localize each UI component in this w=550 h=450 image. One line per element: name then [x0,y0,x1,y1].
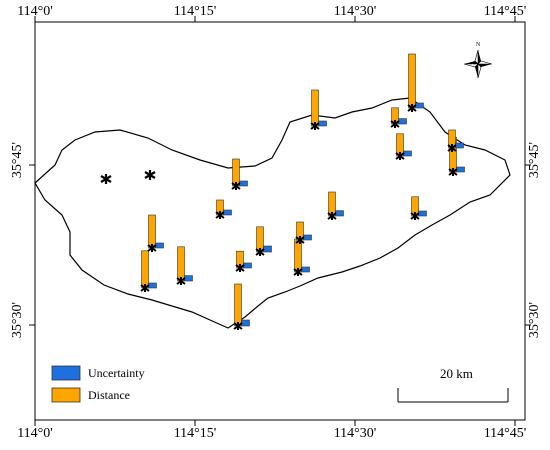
map-frame [34,21,526,421]
coord-right-2: 35°30' [527,302,542,339]
distance-bar [311,89,319,127]
coord-right-1: 35°45' [527,142,542,179]
site-marker [395,152,405,160]
site-marker [410,212,420,220]
site-marker [100,174,112,184]
legend-uncertainty-swatch [51,365,81,381]
distance-bar [141,250,149,289]
legend-distance-label: Distance [88,388,130,402]
site-marker [147,244,157,252]
site-marker [390,120,400,128]
coord-left-2: 35°30' [10,302,25,339]
distance-bar [234,283,242,327]
site-marker [293,268,303,276]
distance-bar [177,246,185,282]
uncertainty-bar [418,210,427,217]
uncertainty-bar [456,166,465,173]
site-marker [448,168,458,176]
uncertainty-bar [263,245,272,253]
frame-ticks [29,16,531,426]
site-marker [295,236,305,244]
uncertainty-bar [335,210,344,217]
site-marker [255,248,265,256]
scale-bar [397,388,509,403]
site-marker [215,211,225,219]
distance-bar [232,158,240,187]
uncertainty-bar [243,262,252,269]
uncertainty-bar [415,102,424,109]
site-marker [235,264,245,272]
uncertainty-bar [303,234,312,241]
legend-uncertainty-label: Uncertainty [88,366,145,380]
coord-top-4: 114°45' [483,4,527,19]
uncertainty-bar [148,282,157,289]
site-marker [144,170,156,180]
uncertainty-bar [223,209,232,216]
scale-bar-label: 20 km [440,366,473,381]
coord-bottom-1: 114°0' [17,426,53,441]
uncertainty-bar [403,150,412,157]
site-bars [140,53,465,330]
legend-distance-swatch [51,387,81,403]
uncertainty-bar [398,118,407,125]
distance-bar [148,214,156,249]
site-marker [176,277,186,285]
uncertainty-bar [184,275,193,282]
coord-top-3: 114°30' [333,4,377,19]
uncertainty-bar [241,319,250,327]
coord-bottom-4: 114°45' [483,426,527,441]
uncertainty-bar [301,266,310,273]
coord-bottom-3: 114°30' [333,426,377,441]
coord-left-1: 35°45' [10,142,25,179]
distance-bar [408,53,416,109]
coord-top-2: 114°15' [173,4,217,19]
uncertainty-bar [455,142,464,149]
site-marker [447,144,457,152]
site-marker [233,322,243,330]
coord-top-1: 114°0' [17,4,53,19]
site-marker [310,122,320,130]
north-arrow-label: N [476,42,481,48]
uncertainty-bar [318,120,327,127]
study-area-boundary [34,97,511,329]
site-marker [231,182,241,190]
north-arrow [463,49,493,79]
coord-bottom-2: 114°15' [173,426,217,441]
uncertainty-bar [239,180,248,187]
site-marker [327,212,337,220]
site-marker [407,104,417,112]
uncertainty-bar [155,242,164,249]
site-marker [140,284,150,292]
